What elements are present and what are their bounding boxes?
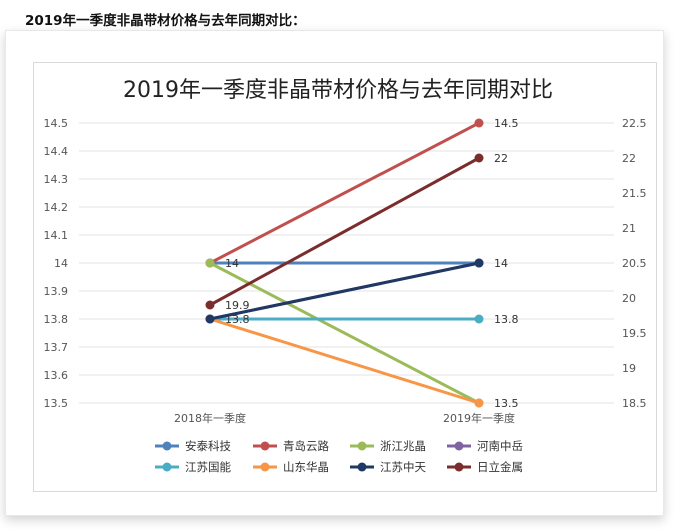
left-axis: 13.5 13.6 13.7 13.8 13.9 14 14.1 14.2 14.3 14.4 14… xyxy=(44,117,69,410)
series-point xyxy=(205,300,215,310)
legend-marker xyxy=(162,462,172,472)
legend-label: 青岛云路 xyxy=(283,439,329,453)
legend-label: 河南中岳 xyxy=(477,439,523,453)
right-axis: 18.5 19 19.5 20 20.5 21 21.5 22 22.5 xyxy=(622,117,647,410)
series-point xyxy=(474,118,484,128)
legend-marker xyxy=(454,441,464,451)
right-tick-label: 22.5 xyxy=(622,117,647,130)
left-tick-label: 13.8 xyxy=(44,313,69,326)
right-tick-label: 20.5 xyxy=(622,257,647,270)
right-tick-label: 19.5 xyxy=(622,327,647,340)
legend-marker xyxy=(357,462,367,472)
grid-layer xyxy=(79,122,614,404)
category-label: 2018年一季度 xyxy=(174,411,246,425)
chart-title: 2019年一季度非晶带材价格与去年同期对比 xyxy=(123,78,553,103)
page-heading: 2019年一季度非晶带材价格与去年同期对比： xyxy=(25,13,306,29)
category-label: 2019年一季度 xyxy=(443,411,515,425)
legend-marker xyxy=(260,441,270,451)
legend-item: 青岛云路 xyxy=(253,439,329,453)
left-tick-label: 13.9 xyxy=(44,285,69,298)
legend-item: 江苏中天 xyxy=(350,460,426,474)
legend-label: 江苏国能 xyxy=(185,460,231,474)
legend-item: 浙江兆晶 xyxy=(350,439,426,453)
legend-marker xyxy=(162,441,172,451)
left-tick-label: 13.5 xyxy=(44,397,69,410)
series-line xyxy=(208,156,481,307)
legend-item: 安泰科技 xyxy=(155,439,231,453)
left-tick-label: 13.7 xyxy=(44,341,69,354)
chart-container: 2019年一季度非晶带材价格与去年同期对比 13.5 13.6 13.7 13.8 13… xyxy=(33,62,657,492)
legend-item: 江苏国能 xyxy=(155,460,231,474)
x-axis: 2018年一季度 2019年一季度 xyxy=(174,411,515,425)
right-tick-label: 22 xyxy=(622,152,636,165)
legend-label: 日立金属 xyxy=(477,460,523,474)
right-tick-label: 20 xyxy=(622,292,636,305)
series-point xyxy=(205,314,215,324)
series-lines xyxy=(205,118,484,408)
legend-item: 日立金属 xyxy=(447,460,523,474)
legend-marker xyxy=(357,441,367,451)
left-tick-label: 14 xyxy=(54,257,68,270)
data-label: 13.8 xyxy=(494,313,519,326)
right-tick-label: 18.5 xyxy=(622,397,647,410)
left-tick-label: 14.4 xyxy=(44,145,69,158)
series-point xyxy=(474,314,484,324)
legend-label: 浙江兆晶 xyxy=(380,439,426,453)
left-tick-label: 13.6 xyxy=(44,369,69,382)
data-label: 14.5 xyxy=(494,117,519,130)
data-label: 14 xyxy=(225,257,239,270)
data-label: 22 xyxy=(494,152,508,165)
legend-label: 山东华晶 xyxy=(283,460,329,474)
left-tick-label: 14.2 xyxy=(44,201,69,214)
series-line xyxy=(208,317,481,405)
right-tick-label: 21 xyxy=(622,222,636,235)
series-line xyxy=(208,121,481,265)
legend-item: 山东华晶 xyxy=(253,460,329,474)
legend-label: 江苏中天 xyxy=(380,460,426,474)
right-tick-label: 21.5 xyxy=(622,187,647,200)
legend-label: 安泰科技 xyxy=(185,439,231,453)
series-point xyxy=(474,398,484,408)
legend-marker xyxy=(454,462,464,472)
data-label: 13.8 xyxy=(225,313,250,326)
right-tick-label: 19 xyxy=(622,362,636,375)
series-point xyxy=(205,258,215,268)
series-point xyxy=(474,258,484,268)
data-label: 13.5 xyxy=(494,397,519,410)
legend-item: 河南中岳 xyxy=(447,439,523,453)
series-line xyxy=(208,261,481,405)
left-tick-label: 14.1 xyxy=(44,229,69,242)
chart-svg: 2019年一季度非晶带材价格与去年同期对比 13.513.613.713.813… xyxy=(44,78,647,474)
left-tick-label: 14.3 xyxy=(44,173,69,186)
data-label: 14 xyxy=(494,257,508,270)
legend-marker xyxy=(260,462,270,472)
series-point xyxy=(474,153,484,163)
data-label: 19.9 xyxy=(225,299,250,312)
series-line xyxy=(208,261,481,321)
left-tick-label: 14.5 xyxy=(44,117,69,130)
